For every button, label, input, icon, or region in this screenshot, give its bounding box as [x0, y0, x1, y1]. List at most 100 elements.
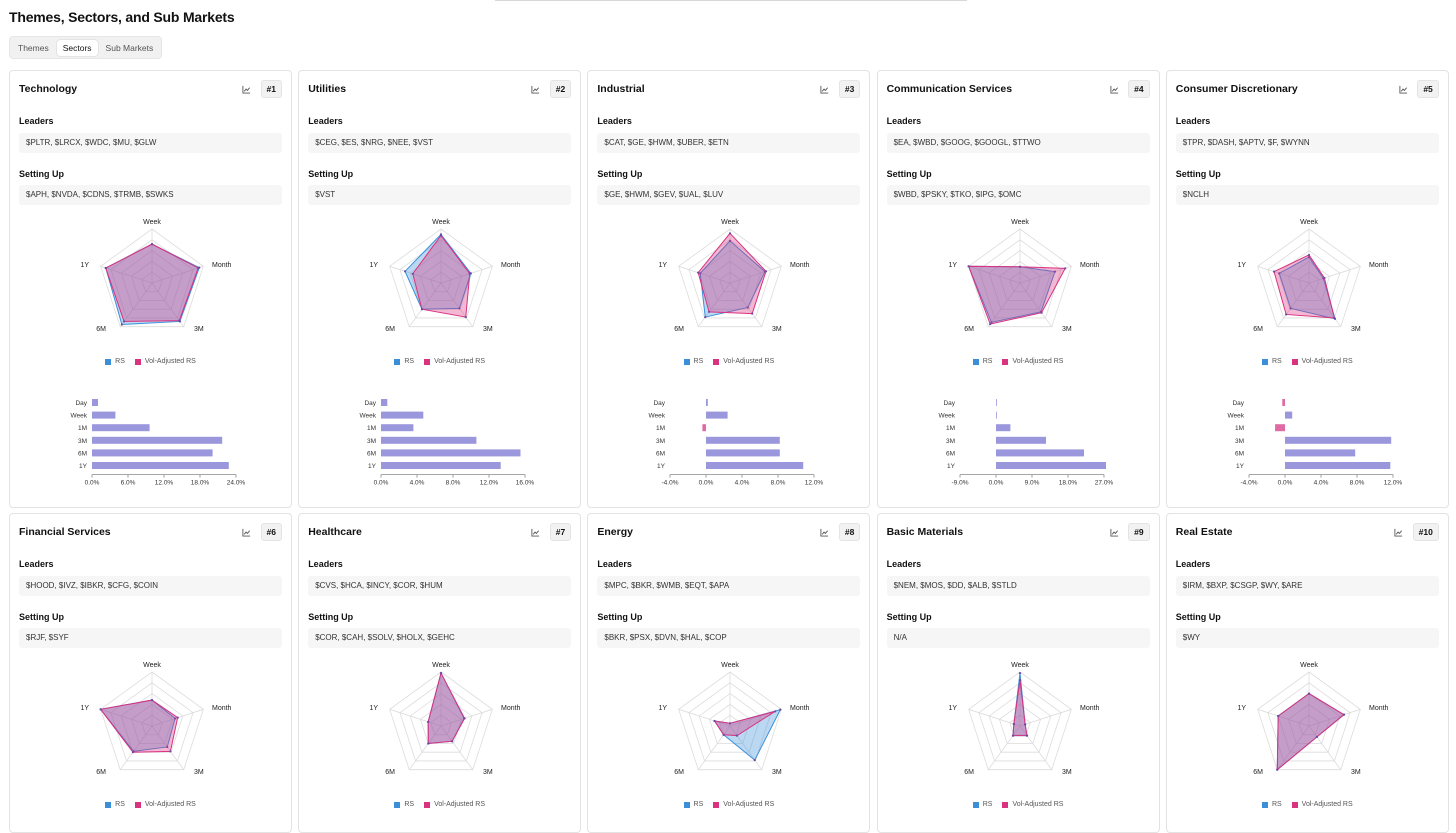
legend-label: Vol-Adjusted RS: [434, 801, 486, 808]
return-bar: [706, 399, 709, 406]
setting-up-label: Setting Up: [1175, 612, 1221, 622]
radar-axis-label: 3M: [1062, 326, 1072, 333]
vol-adjusted-rs-legend-item[interactable]: Vol-Adjusted RS: [134, 801, 196, 808]
line-chart-icon: [1399, 85, 1407, 94]
radar-spoke: [409, 725, 442, 770]
vol-adjusted-rs-legend-item[interactable]: Vol-Adjusted RS: [713, 801, 774, 808]
chart-toggle-button[interactable]: [817, 81, 833, 97]
rs-legend-item[interactable]: RS: [105, 358, 125, 365]
rs-legend-item[interactable]: RS: [1261, 801, 1282, 808]
rs-legend-item[interactable]: RS: [105, 801, 125, 808]
radar-point: [988, 322, 991, 326]
rs-legend-item[interactable]: RS: [972, 358, 992, 365]
rs-legend-item[interactable]: RS: [683, 801, 703, 808]
vol-adjusted-rs-legend-item[interactable]: Vol-Adjusted RS: [424, 801, 485, 808]
legend-swatch: [683, 358, 690, 365]
line-chart-icon: [531, 528, 540, 537]
radar-axis-label: Month: [1369, 705, 1389, 712]
radar-spoke: [730, 282, 763, 327]
leaders-label: Leaders: [597, 559, 632, 569]
legend-label: RS: [982, 801, 993, 808]
radar-point: [754, 758, 757, 762]
card-title: Consumer Discretionary: [1175, 83, 1298, 95]
chart-toggle-button[interactable]: [1106, 81, 1122, 97]
rank-badge: #4: [1128, 80, 1150, 98]
vol-adjusted-rs-legend-item[interactable]: Vol-Adjusted RS: [1291, 801, 1353, 808]
radar-grid-ring: [1267, 682, 1351, 762]
radar-axis-label: 3M: [772, 769, 782, 776]
radar-point: [120, 323, 123, 326]
bar-axis-tick-label: 0.0%: [374, 480, 389, 487]
chart-toggle-button[interactable]: [239, 81, 255, 97]
radar-grid-ring: [110, 682, 194, 762]
return-bar: [1274, 424, 1285, 432]
tab-themes[interactable]: Themes: [18, 42, 49, 53]
chart-toggle-button[interactable]: [528, 81, 544, 97]
radar-grid-ring: [688, 682, 772, 762]
radar-grid-ring: [399, 239, 483, 319]
radar-point: [1307, 692, 1310, 695]
leaders-label: Leaders: [308, 116, 343, 126]
chart-toggle-button[interactable]: [239, 524, 255, 540]
legend-swatch: [683, 801, 690, 808]
radar-grid-ring: [709, 260, 752, 301]
radar-axis-label: 1Y: [370, 262, 379, 269]
radar-point: [458, 307, 461, 310]
radar-chart: Week Month 3M 6M 1Y: [370, 662, 521, 776]
rs-legend-item[interactable]: RS: [972, 801, 993, 808]
leaders-label: Leaders: [19, 116, 54, 126]
bar-axis-tick-label: 8.0%: [446, 480, 461, 487]
radar-point: [1333, 316, 1336, 320]
card-title: Technology: [19, 83, 78, 95]
vol-adjusted-rs-legend-item[interactable]: Vol-Adjusted RS: [713, 358, 774, 365]
radar-grid-ring: [399, 682, 483, 762]
vol-adjusted-rs-legend-item[interactable]: Vol-Adjusted RS: [134, 358, 196, 365]
chart-toggle-button[interactable]: [1391, 524, 1407, 540]
radar-spoke: [119, 282, 153, 327]
radar-spoke: [678, 265, 731, 284]
vol-adjusted-rs-legend-item[interactable]: Vol-Adjusted RS: [1291, 358, 1353, 365]
leaders-tickers: $HOOD, $IVZ, $IBKR, $CFG, $COIN: [19, 576, 282, 596]
radar-grid-ring: [100, 228, 204, 328]
vol-adjusted-rs-legend-item[interactable]: Vol-Adjusted RS: [424, 358, 485, 365]
radar-axis-label: 3M: [483, 769, 493, 776]
bar-axis-tick-label: 0.0%: [1277, 480, 1292, 487]
bar-category-label: Week: [1227, 413, 1244, 420]
return-bar: [381, 462, 501, 469]
rank-badge: #7: [549, 523, 572, 541]
sector-card: Communication Services #4 Leaders $EA, $WBD…: [876, 70, 1160, 508]
vol-adjusted-rs-legend-item[interactable]: Vol-Adjusted RS: [1002, 801, 1063, 808]
radar-axis-label: Week: [722, 662, 740, 669]
legend-swatch: [394, 358, 401, 365]
chart-toggle-button[interactable]: [817, 524, 833, 540]
bar-axis-tick-label: 24.0%: [227, 480, 246, 487]
rs-legend-item[interactable]: RS: [394, 801, 414, 808]
radar-axis-label: Week: [722, 219, 740, 226]
rs-legend-item[interactable]: RS: [1261, 358, 1282, 365]
radar-spoke: [1019, 725, 1052, 770]
radar-point: [1053, 270, 1056, 273]
chart-toggle-button[interactable]: [1106, 524, 1122, 540]
sector-card: Real Estate #10 Leaders $IRM, $BXP, $CSGP, …: [1165, 513, 1449, 833]
bar-axis-tick-label: 18.0%: [191, 480, 210, 487]
bar-axis-tick-label: 9.0%: [1024, 480, 1039, 487]
bar-category-label: Week: [649, 413, 666, 420]
line-chart-icon: [242, 528, 251, 537]
tab-sub-markets[interactable]: Sub Markets: [105, 42, 154, 53]
chart-toggle-button[interactable]: [528, 524, 544, 540]
chart-toggle-button[interactable]: [1395, 81, 1411, 97]
rs-legend-item[interactable]: RS: [394, 358, 414, 365]
legend-label: RS: [115, 801, 125, 808]
top-divider: [495, 0, 967, 1]
radar-grid-ring: [420, 260, 463, 301]
legend-label: RS: [404, 358, 415, 365]
vol-adjusted-rs-legend-item[interactable]: Vol-Adjusted RS: [1002, 358, 1063, 365]
tab-sectors[interactable]: Sectors: [56, 39, 98, 56]
radar-axis-label: 6M: [96, 326, 106, 333]
radar-grid-ring: [130, 260, 174, 301]
radar-spoke: [1257, 265, 1309, 284]
radar-spoke: [698, 725, 731, 770]
line-chart-icon: [820, 528, 829, 537]
radar-axis-label: 3M: [194, 326, 204, 333]
rs-legend-item[interactable]: RS: [683, 358, 703, 365]
